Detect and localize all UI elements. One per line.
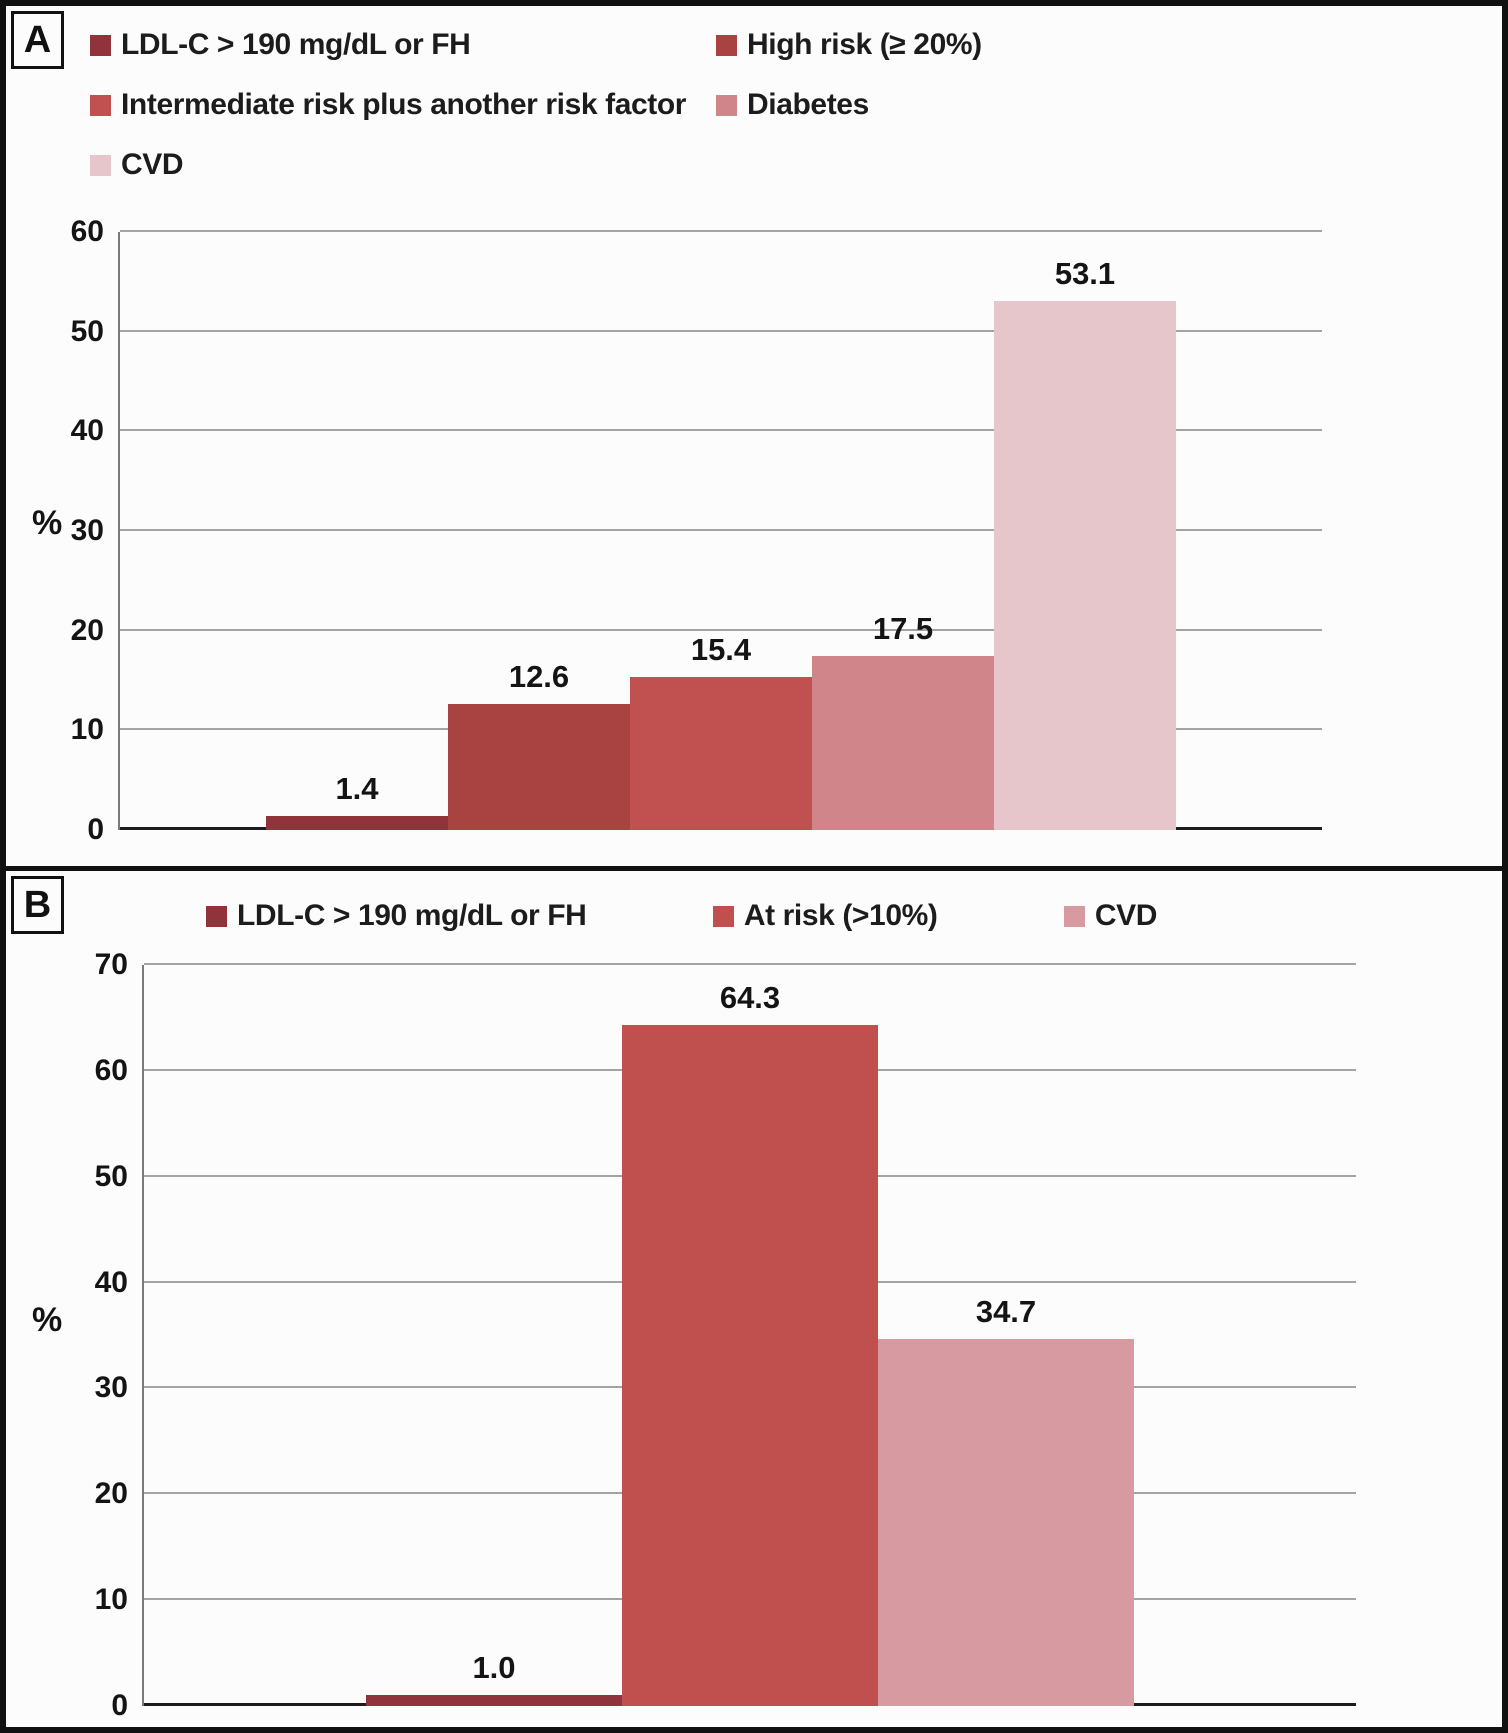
- bar: 64.3: [622, 980, 878, 1706]
- legend-swatch-icon: [90, 94, 111, 116]
- legend-label: CVD: [1094, 899, 1158, 932]
- y-tick-label: 20: [94, 1477, 128, 1511]
- y-tick-label: 0: [87, 813, 104, 846]
- legend-label: Diabetes: [747, 88, 869, 121]
- legend-swatch-icon: [712, 905, 734, 927]
- legend-swatch-icon: [206, 905, 227, 927]
- y-tick-label: 60: [94, 1053, 128, 1087]
- bar-value-label: 15.4: [690, 631, 752, 667]
- legend-item: LDL-C > 190 mg/dL or FH: [90, 28, 716, 62]
- gridline: 40: [71, 414, 1322, 447]
- y-tick-label: 70: [94, 948, 128, 981]
- legend-item: High risk (≥ 20%): [716, 28, 982, 62]
- gridline: 50: [71, 315, 1322, 348]
- bar: 53.1: [994, 256, 1176, 830]
- panel-a-plot: 0 10 20 30 40 50 60 1.4 12.6 15.4 17.5 53.1: [71, 215, 1322, 846]
- y-tick-label: 30: [70, 514, 104, 547]
- y-tick-label: 50: [94, 1159, 128, 1193]
- gridline: 60: [71, 215, 1322, 248]
- bar-value-label: 53.1: [1054, 255, 1116, 291]
- legend-swatch-icon: [1063, 905, 1085, 927]
- bars-group: 1.0 64.3 34.7: [144, 965, 1356, 1706]
- legend-item: Diabetes: [716, 88, 982, 122]
- legend-label: LDL-C > 190 mg/dL or FH: [121, 28, 471, 61]
- y-tick-label: 60: [70, 215, 104, 248]
- legend-item: LDL-C > 190 mg/dL or FH: [206, 899, 587, 933]
- bar: 34.7: [878, 1294, 1134, 1706]
- legend-item: Intermediate risk plus another risk fact…: [90, 88, 716, 122]
- bar: 17.5: [812, 611, 994, 830]
- bar-value-label: 1.0: [472, 1650, 516, 1686]
- panel-b: B LDL-C > 190 mg/dL or FH At risk (>10%) C…: [6, 871, 1502, 1727]
- panel-b-legend: LDL-C > 190 mg/dL or FH At risk (>10%) CVD: [206, 899, 1157, 933]
- y-tick-label: 20: [70, 613, 104, 647]
- panel-b-plot: 0 10 20 30 40 50 60 70 1.0 64.3 34.7: [95, 948, 1356, 1722]
- legend-label: High risk (≥ 20%): [747, 28, 982, 61]
- bars-group: 1.4 12.6 15.4 17.5 53.1: [120, 232, 1322, 830]
- bar: 1.0: [366, 1650, 622, 1706]
- legend-item: At risk (>10%): [712, 899, 938, 933]
- legend-label: Intermediate risk plus another risk fact…: [121, 88, 687, 121]
- bar: 15.4: [630, 632, 812, 830]
- panel-a-y-axis-title: %: [32, 504, 63, 542]
- legend-swatch-icon: [716, 34, 737, 56]
- legend-label: LDL-C > 190 mg/dL or FH: [237, 899, 587, 932]
- panel-a-label: A: [11, 11, 64, 69]
- y-tick-label: 10: [70, 713, 104, 747]
- panel-divider: [6, 866, 1502, 871]
- panel-a: A LDL-C > 190 mg/dL or FH High risk (≥ 20…: [6, 6, 1502, 866]
- bar: 1.4: [266, 771, 448, 830]
- gridline: 30: [71, 514, 1322, 547]
- panel-a-legend: LDL-C > 190 mg/dL or FH High risk (≥ 20%)…: [90, 28, 982, 182]
- y-tick-label: 50: [70, 314, 104, 348]
- legend-item: CVD: [1063, 899, 1158, 933]
- legend-label: CVD: [121, 148, 184, 181]
- bar-value-label: 64.3: [719, 980, 781, 1016]
- panel-b-label: B: [11, 876, 64, 934]
- y-tick-label: 10: [94, 1583, 128, 1617]
- y-tick-label: 0: [111, 1689, 128, 1722]
- legend-swatch-icon: [90, 154, 111, 176]
- gridline: 70: [95, 948, 1356, 981]
- bar-value-label: 12.6: [508, 659, 570, 695]
- y-tick-label: 40: [94, 1265, 128, 1299]
- panel-b-y-axis-title: %: [32, 1301, 63, 1339]
- bar-value-label: 34.7: [975, 1293, 1037, 1329]
- gridline: 20: [71, 614, 1322, 647]
- y-tick-label: 40: [70, 414, 104, 448]
- legend-swatch-icon: [90, 34, 111, 56]
- bar-value-label: 1.4: [335, 771, 379, 807]
- legend-item: CVD: [90, 148, 716, 182]
- bar: 12.6: [448, 659, 630, 830]
- bar-value-label: 17.5: [872, 610, 934, 646]
- legend-swatch-icon: [716, 94, 737, 116]
- y-tick-label: 30: [94, 1371, 128, 1405]
- legend-label: At risk (>10%): [743, 899, 938, 932]
